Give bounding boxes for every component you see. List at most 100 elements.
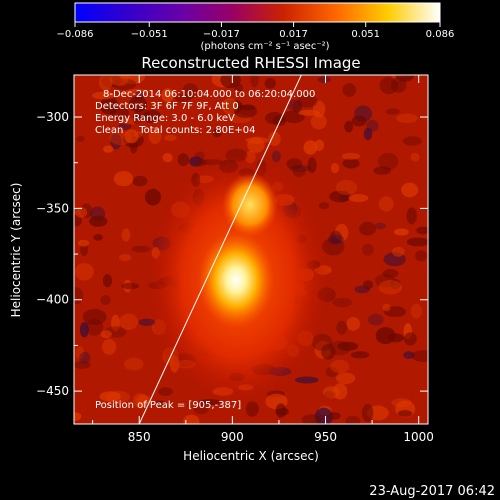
- mottle-blob: [220, 75, 241, 89]
- mottle-blob: [148, 128, 162, 144]
- mottle-blob: [79, 322, 89, 338]
- mottle-blob: [136, 394, 151, 408]
- mottle-blob: [93, 234, 103, 241]
- mottle-blob: [383, 252, 406, 267]
- mottle-blob: [183, 414, 200, 424]
- mottle-blob: [301, 414, 322, 424]
- mottle-blob: [341, 152, 361, 160]
- mottle-blob: [268, 131, 281, 147]
- mottle-blob: [415, 250, 428, 262]
- colorbar-tick-label: 0.017: [279, 29, 308, 40]
- footer-date: 23-Aug-2017 06:42: [369, 484, 495, 499]
- mottle-blob: [325, 366, 339, 378]
- mottle-blob: [368, 314, 384, 326]
- x-tick-label: 1000: [403, 430, 434, 444]
- mottle-blob: [346, 317, 361, 331]
- mottle-blob: [177, 153, 189, 167]
- x-axis-label: Heliocentric X (arcsec): [183, 449, 319, 463]
- mottle-blob: [391, 246, 405, 257]
- mottle-blob: [363, 127, 373, 141]
- mottle-blob: [406, 207, 417, 225]
- colorbar-tick-label: 0.086: [426, 29, 455, 40]
- colorbar-tick-label: 0.051: [351, 29, 380, 40]
- mottle-blob: [303, 140, 318, 155]
- mottle-blob: [342, 158, 360, 169]
- mottle-blob: [297, 94, 318, 108]
- mottle-blob: [89, 215, 108, 227]
- mottle-blob: [121, 228, 131, 242]
- mottle-blob: [374, 222, 386, 230]
- mottle-blob: [327, 234, 344, 245]
- mottle-blob: [373, 166, 392, 175]
- mottle-blob: [144, 188, 162, 206]
- mottle-blob: [383, 306, 406, 318]
- mottle-blob: [396, 113, 418, 124]
- mottle-blob: [321, 344, 336, 360]
- mottle-blob: [350, 351, 370, 359]
- mottle-blob: [411, 350, 428, 362]
- mottle-blob: [79, 352, 91, 364]
- mottle-blob: [133, 393, 149, 409]
- mottle-blob: [378, 196, 394, 212]
- mottle-blob: [292, 165, 306, 177]
- mottle-blob: [77, 239, 90, 247]
- mottle-blob: [322, 386, 340, 399]
- mottle-blob: [111, 314, 120, 332]
- solar-limb-line: [138, 75, 302, 424]
- mottle-blob: [75, 346, 85, 360]
- mottle-blob: [410, 303, 422, 319]
- y-axis-label: Heliocentric Y (arcsec): [9, 183, 23, 318]
- mottle-blob: [348, 194, 369, 203]
- mottle-blob: [342, 83, 357, 97]
- mottle-blob: [404, 332, 417, 346]
- mottle-blob: [234, 83, 243, 94]
- x-tick-label: 950: [314, 430, 337, 444]
- colorbar-gradient: [74, 2, 441, 23]
- mottle-blob: [193, 404, 209, 415]
- mottle-blob: [132, 112, 142, 125]
- mottle-blob: [100, 295, 111, 305]
- mottle-blob: [182, 83, 199, 99]
- mottle-blob: [363, 280, 374, 290]
- mottle-blob: [106, 390, 131, 404]
- mottle-blob: [330, 359, 350, 374]
- mottle-blob: [307, 157, 317, 174]
- mottle-blob: [76, 135, 85, 142]
- mottle-blob: [286, 158, 303, 170]
- colorbar-tick-label: −0.051: [131, 29, 168, 40]
- mottle-blob: [310, 113, 327, 130]
- axes: 850 900 950 1000 −300 −350 −400 −450: [36, 75, 434, 444]
- mottle-blob: [247, 137, 265, 153]
- annotation-clean: Clean Total counts: 2.80E+04: [95, 125, 255, 136]
- mottle-blob: [329, 190, 351, 203]
- mottle-blob: [393, 228, 409, 236]
- mottle-blob: [287, 99, 303, 111]
- mottle-blob: [361, 404, 374, 422]
- mottle-blob: [74, 412, 82, 421]
- mottle-blob: [379, 76, 399, 95]
- x-tick-label: 900: [221, 430, 244, 444]
- mottle-blob: [385, 108, 400, 115]
- y-tick-label: −300: [36, 110, 69, 124]
- mottle-blob: [109, 75, 129, 86]
- mottle-blob: [359, 221, 376, 236]
- mottle-blob: [118, 254, 132, 262]
- mottle-blob: [344, 120, 353, 133]
- annotation-peak: Position of Peak = [905,-387]: [95, 400, 241, 411]
- mottle-blob: [124, 88, 149, 97]
- mottle-blob: [103, 145, 114, 153]
- mottle-blob: [387, 333, 404, 343]
- mottle-blob: [389, 279, 401, 290]
- mottle-blob: [401, 182, 419, 198]
- mottle-blob: [112, 78, 137, 90]
- mottle-blob: [317, 76, 331, 83]
- mottle-blob: [132, 175, 148, 187]
- mottle-blob: [124, 357, 144, 371]
- mottle-blob: [362, 243, 374, 256]
- plot-area: [74, 75, 428, 424]
- mottle-blob: [74, 361, 91, 369]
- colorbar-ticks: −0.086 −0.051 −0.017 0.017 0.051 0.086: [56, 22, 454, 40]
- mottle-blob: [390, 77, 407, 93]
- mottle-blob: [351, 115, 367, 127]
